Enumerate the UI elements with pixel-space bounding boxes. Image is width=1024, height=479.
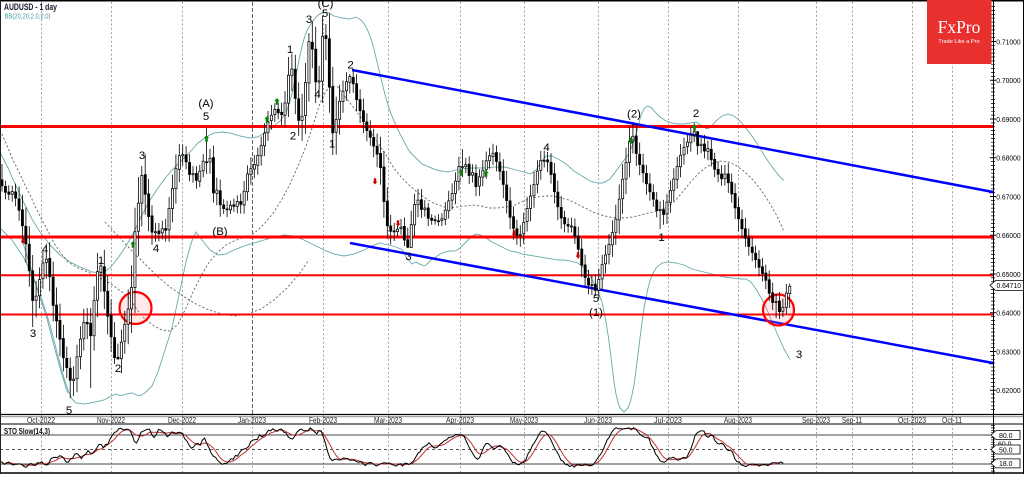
svg-text:4: 4 xyxy=(543,142,549,154)
svg-text:0.68000: 0.68000 xyxy=(996,154,1021,163)
svg-text:Trade Like a Pro: Trade Like a Pro xyxy=(938,39,979,45)
svg-text:1: 1 xyxy=(287,44,293,56)
svg-text:Oct-2022: Oct-2022 xyxy=(27,416,55,425)
svg-text:3: 3 xyxy=(405,251,411,263)
svg-text:Apr-2023: Apr-2023 xyxy=(446,416,474,425)
svg-text:3: 3 xyxy=(796,349,802,361)
svg-text:4: 4 xyxy=(314,89,320,101)
svg-text:0.71000: 0.71000 xyxy=(996,37,1021,46)
svg-text:18.0: 18.0 xyxy=(999,459,1013,468)
svg-text:Nov-2022: Nov-2022 xyxy=(97,416,125,425)
svg-text:Sep-2023: Sep-2023 xyxy=(802,416,830,425)
svg-text:2: 2 xyxy=(347,60,353,72)
svg-text:3: 3 xyxy=(306,14,312,26)
svg-text:50.0: 50.0 xyxy=(999,445,1013,454)
svg-text:1: 1 xyxy=(98,255,104,267)
svg-text:60.0: 60.0 xyxy=(998,440,1012,449)
svg-text:1: 1 xyxy=(329,139,335,151)
svg-text:May-2023: May-2023 xyxy=(510,416,538,425)
svg-text:0.67000: 0.67000 xyxy=(996,192,1021,201)
svg-text:80.0: 80.0 xyxy=(999,431,1013,440)
svg-text:0.62000: 0.62000 xyxy=(996,386,1021,395)
svg-text:Oct-11: Oct-11 xyxy=(942,416,962,425)
svg-text:Feb-2023: Feb-2023 xyxy=(309,416,337,425)
svg-text:Aug-2023: Aug-2023 xyxy=(724,416,752,425)
svg-text:1: 1 xyxy=(658,232,664,244)
svg-text:(B): (B) xyxy=(212,226,227,238)
svg-text:Sep-11: Sep-11 xyxy=(842,416,862,425)
svg-text:0.69000: 0.69000 xyxy=(996,115,1021,124)
svg-text:0.66000: 0.66000 xyxy=(996,231,1021,240)
svg-text:4: 4 xyxy=(42,244,48,256)
svg-text:5: 5 xyxy=(203,111,209,123)
svg-text:BB(20,20,2.0,2.0): BB(20,20,2.0,2.0) xyxy=(5,13,51,20)
svg-text:2: 2 xyxy=(115,363,121,375)
svg-text:Jan-2023: Jan-2023 xyxy=(238,416,266,425)
svg-text:FxPro: FxPro xyxy=(938,17,981,37)
svg-text:2: 2 xyxy=(693,108,699,120)
svg-text:5: 5 xyxy=(322,8,328,20)
svg-text:0.64710: 0.64710 xyxy=(997,281,1022,290)
svg-text:(C): (C) xyxy=(318,0,334,10)
svg-text:2: 2 xyxy=(290,131,296,143)
svg-text:0.63000: 0.63000 xyxy=(996,347,1021,356)
svg-text:Mar-2023: Mar-2023 xyxy=(374,416,402,425)
svg-text:0.65000: 0.65000 xyxy=(996,270,1021,279)
svg-text:(1): (1) xyxy=(589,307,603,319)
svg-text:5: 5 xyxy=(593,293,599,305)
svg-text:(A): (A) xyxy=(198,98,213,110)
svg-text:Dec-2022: Dec-2022 xyxy=(168,416,196,425)
svg-text:4: 4 xyxy=(153,243,159,255)
svg-text:0.70000: 0.70000 xyxy=(996,76,1021,85)
svg-text:Jun-2023: Jun-2023 xyxy=(584,416,612,425)
svg-text:3: 3 xyxy=(139,150,145,162)
svg-text:0.64000: 0.64000 xyxy=(996,309,1021,318)
svg-text:5: 5 xyxy=(66,405,72,417)
svg-text:(2): (2) xyxy=(627,109,641,121)
svg-text:AUDUSD - 1 day: AUDUSD - 1 day xyxy=(4,2,57,12)
svg-text:3: 3 xyxy=(30,328,36,340)
svg-text:Oct-2023: Oct-2023 xyxy=(898,416,926,425)
svg-text:Jul-2023: Jul-2023 xyxy=(654,416,682,425)
svg-text:STO Slow(14,3): STO Slow(14,3) xyxy=(4,427,50,436)
